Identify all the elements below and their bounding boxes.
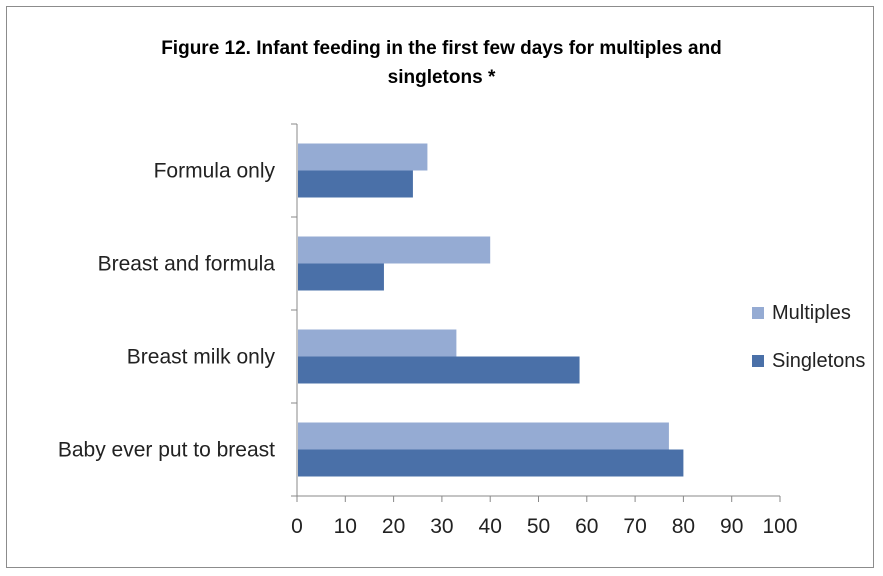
bar-singletons	[298, 170, 413, 198]
bar-singletons	[298, 356, 580, 384]
x-tick-label: 60	[575, 515, 598, 538]
bar-multiples	[298, 329, 457, 357]
bar-multiples	[298, 422, 669, 450]
x-tick-label: 100	[762, 515, 797, 538]
category-label: Breast and formula	[98, 253, 276, 276]
chart-title: Figure 12. Infant feeding in the first f…	[0, 34, 883, 92]
category-label: Formula only	[154, 160, 276, 183]
legend-label-multiples: Multiples	[772, 302, 851, 324]
x-tick-label: 90	[720, 515, 743, 538]
x-tick-label: 0	[291, 515, 303, 538]
x-tick-label: 40	[479, 515, 502, 538]
x-tick-label: 30	[430, 515, 453, 538]
legend-label-singletons: Singletons	[772, 350, 865, 372]
legend-swatch-singletons	[752, 355, 764, 367]
category-label: Baby ever put to breast	[58, 439, 275, 462]
x-tick-label: 20	[382, 515, 405, 538]
legend-swatch-multiples	[752, 307, 764, 319]
x-tick-label: 50	[527, 515, 550, 538]
x-tick-label: 70	[623, 515, 646, 538]
x-tick-label: 10	[334, 515, 357, 538]
bar-singletons	[298, 449, 684, 477]
bar-multiples	[298, 236, 491, 264]
chart-title-line-2: singletons *	[387, 67, 496, 88]
x-tick-label: 80	[672, 515, 695, 538]
bar-singletons	[298, 263, 384, 291]
category-label: Breast milk only	[127, 346, 276, 369]
chart-title-line-1: Figure 12. Infant feeding in the first f…	[161, 38, 722, 59]
bar-multiples	[298, 143, 428, 171]
